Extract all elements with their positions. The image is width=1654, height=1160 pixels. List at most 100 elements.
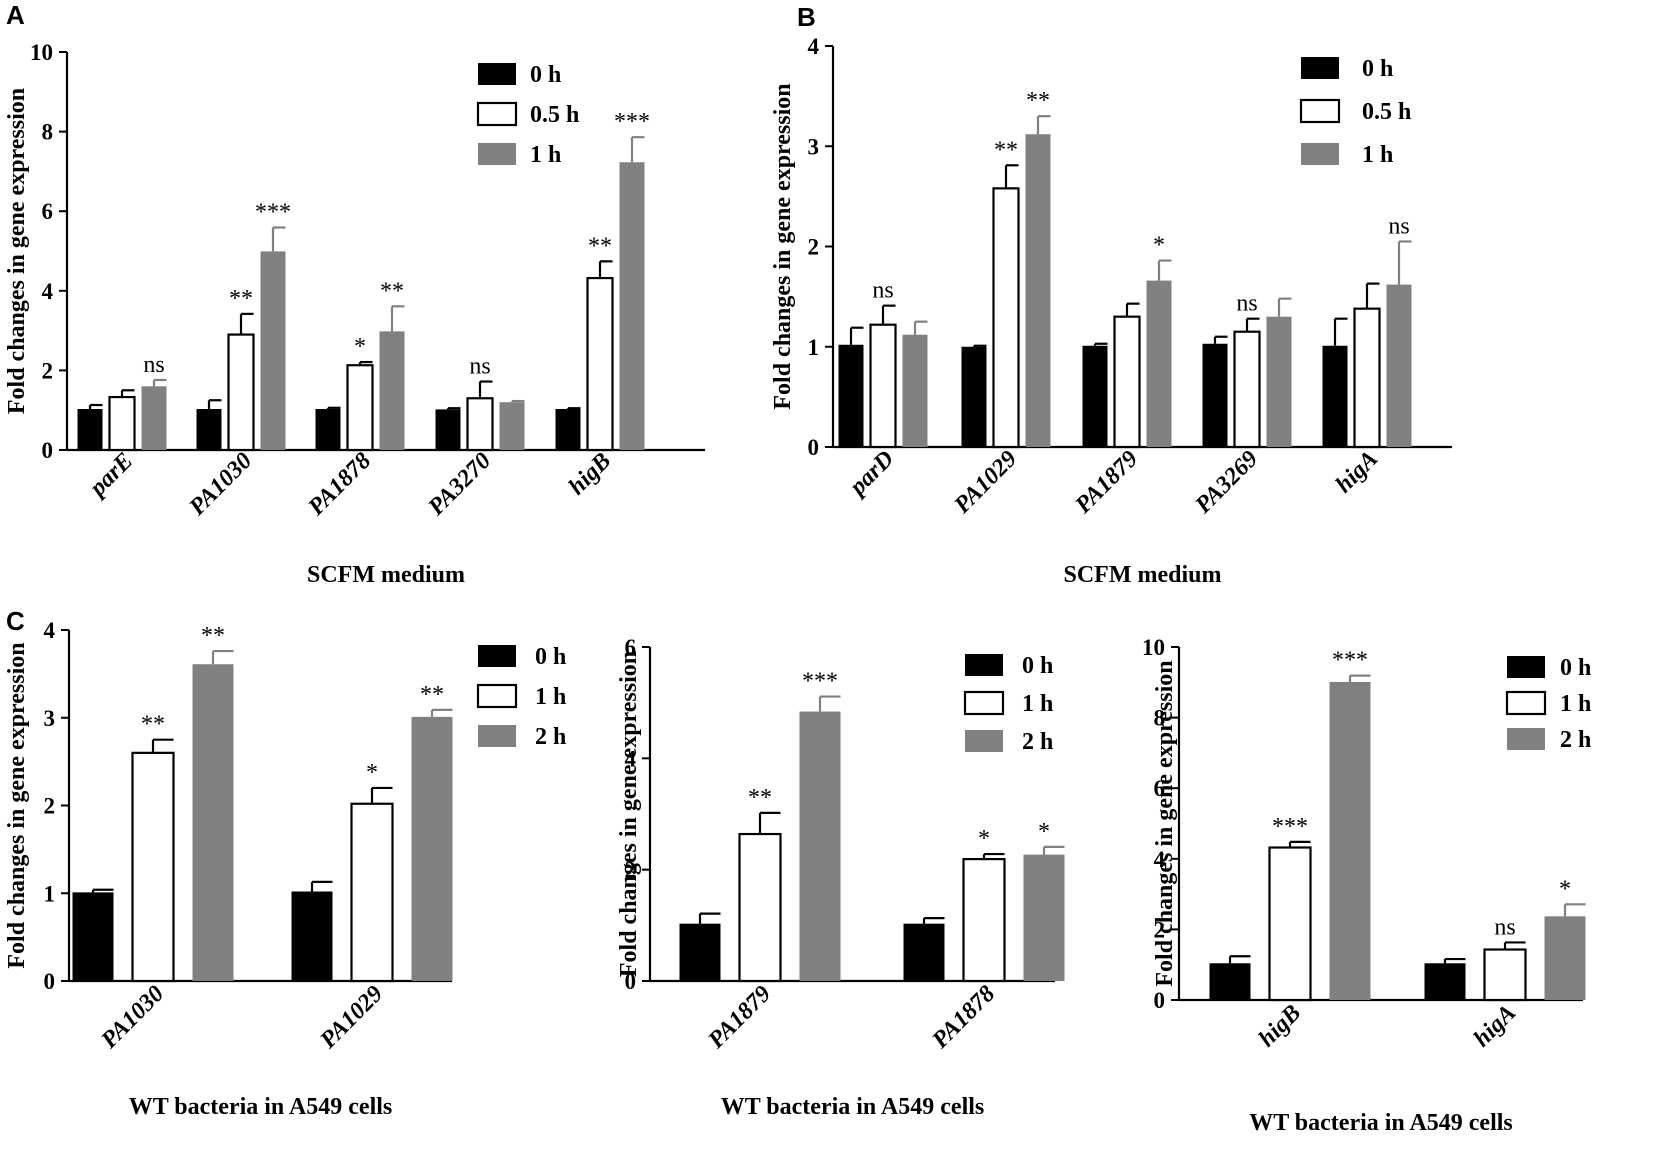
legend-label: 1 h [1022, 691, 1053, 717]
y-tick-label: 8 [42, 120, 54, 145]
bar [1544, 916, 1586, 1000]
legend-swatch [1505, 690, 1547, 716]
legend-label: 1 h [1560, 691, 1591, 717]
x-axis-title: WT bacteria in A549 cells [721, 1094, 985, 1120]
legend-label: 0 h [530, 62, 561, 88]
y-tick-label: 4 [625, 746, 637, 771]
significance-label: ** [588, 233, 612, 259]
bar [1146, 280, 1172, 447]
bar [1322, 345, 1348, 447]
y-tick-label: 10 [1142, 635, 1165, 660]
bar [77, 409, 103, 450]
bar [1082, 345, 1108, 447]
bar [131, 751, 175, 983]
bar [903, 923, 945, 981]
bar [961, 346, 987, 447]
legend: 0 h 0.5 h 1 h [476, 62, 579, 168]
significance-label: ns [1388, 213, 1409, 239]
legend: 0 h 1 h 2 h [476, 644, 566, 750]
x-axis-title: SCFM medium [1064, 562, 1222, 588]
significance-label: ns [143, 352, 164, 378]
y-tick-label: 1 [44, 881, 56, 906]
bar [1329, 681, 1371, 1000]
bar [1386, 284, 1412, 447]
x-axis-title: WT bacteria in A549 cells [129, 1094, 393, 1120]
bar [1353, 307, 1381, 449]
significance-label: *** [802, 669, 838, 695]
category-label: parE [84, 448, 139, 503]
legend-swatch [1301, 57, 1339, 79]
y-tick-label: 0 [808, 435, 820, 460]
bar [499, 402, 525, 450]
category-label: PA1029 [315, 981, 388, 1054]
bar [838, 344, 864, 447]
bar [1025, 134, 1051, 447]
bar [1023, 854, 1065, 981]
significance-label: *** [1272, 814, 1308, 840]
category-label: PA1029 [949, 446, 1022, 519]
y-tick-label: 0 [42, 438, 54, 463]
y-tick-label: 2 [625, 858, 637, 883]
significance-label: ns [1494, 914, 1515, 940]
significance-label: ** [994, 137, 1018, 163]
significance-label: ** [420, 682, 444, 708]
significance-label: *** [255, 200, 291, 226]
significance-label: ** [229, 286, 253, 312]
category-label: higA [1469, 1000, 1521, 1052]
chart-b: 0 1 2 3 4 ns parD ** ** PA1029 * PA1879 ns PA3269 ns hi… [770, 34, 1452, 588]
y-tick-label: 2 [1154, 917, 1166, 942]
bar [411, 716, 453, 981]
significance-label: ns [872, 278, 893, 304]
y-axis-title: Fold changes in gene expression [1152, 660, 1178, 986]
bar [108, 395, 136, 452]
significance-label: ns [1236, 291, 1257, 317]
panel-letter-b: B [797, 2, 816, 32]
bar [1424, 963, 1466, 1000]
legend: 0 h 1 h 2 h [963, 653, 1053, 755]
legend-label: 2 h [1560, 727, 1591, 753]
bar [466, 397, 494, 452]
significance-label: * [354, 334, 366, 360]
y-tick-label: 3 [44, 706, 56, 731]
bar [260, 251, 286, 450]
bar [72, 892, 114, 981]
y-tick-label: 10 [30, 40, 53, 65]
legend-label: 1 h [1362, 142, 1393, 168]
legend-label: 0.5 h [1362, 99, 1411, 125]
y-tick-label: 0 [44, 969, 56, 994]
y-tick-label: 4 [808, 34, 820, 59]
legend-swatch [478, 143, 516, 165]
significance-label: ** [748, 785, 772, 811]
y-tick-label: 4 [1154, 847, 1166, 872]
legend-swatch [965, 730, 1003, 752]
panel-letter-c: C [6, 606, 25, 636]
legend-label: 0 h [1022, 653, 1053, 679]
significance-label: * [1153, 233, 1165, 259]
significance-label: *** [1332, 648, 1368, 674]
y-tick-label: 6 [1154, 776, 1166, 801]
category-label: higB [1254, 1000, 1306, 1052]
category-label: PA1878 [927, 981, 1000, 1054]
legend-label: 0 h [535, 644, 566, 670]
category-label: PA3269 [1190, 446, 1263, 519]
y-tick-label: 4 [42, 279, 54, 304]
y-tick-label: 4 [44, 618, 56, 643]
bar [291, 891, 333, 981]
x-axis-title: WT bacteria in A549 cells [1249, 1110, 1513, 1136]
bar [196, 409, 222, 450]
category-label: PA1879 [703, 981, 776, 1054]
legend-swatch [478, 645, 516, 667]
y-axis-title: Fold changes in gene expression [616, 651, 642, 977]
bar [1202, 343, 1228, 447]
y-tick-label: 8 [1154, 706, 1166, 731]
significance-label: ** [1026, 88, 1050, 114]
y-tick-label: 1 [808, 335, 820, 360]
significance-label: * [1038, 819, 1050, 845]
bar [1483, 948, 1527, 1002]
legend-label: 2 h [535, 724, 566, 750]
bar [350, 802, 394, 983]
chart-c3: 0 2 4 6 8 10 *** *** higB ns * higA Fold changes in … [1142, 635, 1591, 1136]
bar [346, 364, 374, 452]
bar [619, 162, 645, 450]
